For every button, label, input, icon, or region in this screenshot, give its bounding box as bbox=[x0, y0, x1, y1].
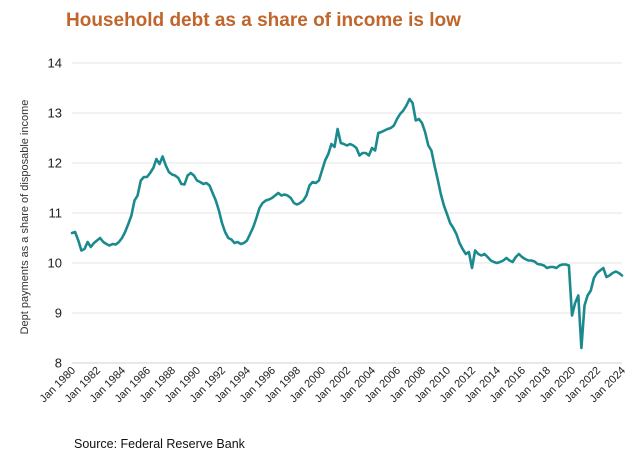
y-axis-ticks: 8 9 10 11 12 13 14 bbox=[48, 56, 62, 371]
y-tick-label: 11 bbox=[49, 206, 63, 221]
y-tick-label: 14 bbox=[48, 56, 62, 71]
y-tick-label: 12 bbox=[48, 156, 62, 171]
y-tick-label: 8 bbox=[55, 356, 62, 371]
y-axis-label: Dept payments as a share of disposable i… bbox=[19, 100, 31, 335]
y-tick-label: 13 bbox=[48, 106, 62, 121]
y-tick-label: 10 bbox=[48, 256, 62, 271]
series-line bbox=[70, 97, 624, 350]
gridlines bbox=[72, 62, 622, 364]
y-tick-label: 9 bbox=[55, 306, 62, 321]
chart-title: Household debt as a share of income is l… bbox=[66, 10, 461, 31]
source-note: Source: Federal Reserve Bank bbox=[74, 437, 245, 451]
